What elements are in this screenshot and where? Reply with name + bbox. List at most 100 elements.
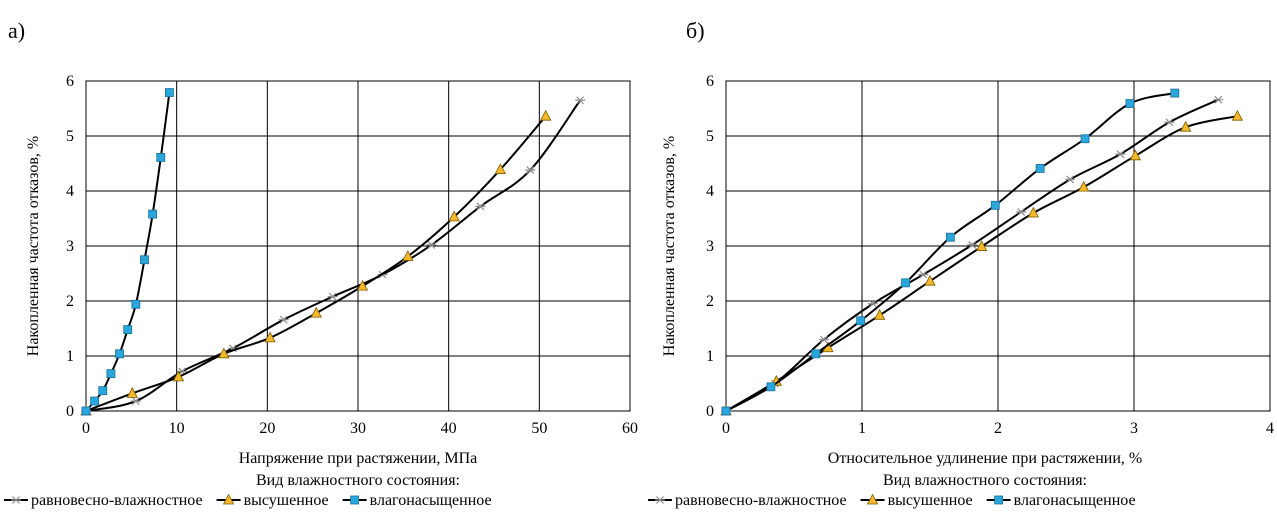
x-tick-label: 4	[1266, 420, 1274, 437]
x-tick-label: 50	[531, 420, 547, 437]
y-tick-label: 4	[706, 183, 714, 200]
x-axis-label: Относительное удлинение при растяжении, …	[828, 450, 1142, 467]
legend-marker-triangle	[866, 493, 879, 505]
data-point-triangle	[874, 308, 886, 320]
chart-panel-b: б) 0 1 2 3 4 0 1 2 3 4 5 6 Накопленная частота отка…	[648, 18, 1274, 509]
data-point-star	[1115, 150, 1126, 159]
series-group	[80, 88, 586, 416]
series-group	[720, 88, 1244, 416]
x-tick-label: 40	[441, 420, 457, 437]
data-point-triangle	[264, 331, 276, 343]
data-point-star	[575, 96, 586, 105]
panel-label-b: б)	[686, 18, 705, 43]
data-point-square	[1080, 134, 1090, 144]
y-axis-label: Накопленная частота отказов, %	[25, 136, 42, 356]
data-point-triangle	[976, 240, 988, 251]
x-tick-label: 20	[259, 420, 275, 437]
legend-entry: равновесно-влажностное	[31, 492, 203, 509]
legend: равновесно-влажностное высушенное влагонас…	[648, 492, 1136, 509]
data-point-square	[901, 278, 910, 288]
data-point-triangle	[402, 250, 414, 261]
data-point-star	[967, 240, 978, 249]
data-point-square	[115, 349, 124, 359]
data-point-square	[90, 396, 100, 406]
data-point-square	[156, 153, 166, 162]
data-point-star	[1164, 118, 1175, 127]
data-point-star	[130, 397, 141, 406]
x-tick-label: 2	[994, 420, 1002, 437]
series-line-triangle	[725, 115, 1238, 412]
x-tick-label: 60	[622, 420, 638, 437]
legend-marker-square	[994, 495, 1004, 505]
data-point-star	[525, 166, 536, 175]
grid-lines	[726, 81, 1270, 411]
legend-marker-star	[655, 496, 665, 504]
y-tick-label: 6	[706, 73, 714, 90]
grid-lines	[86, 81, 630, 411]
data-point-triangle	[924, 274, 936, 286]
data-point-square	[766, 382, 776, 392]
data-point-square	[140, 255, 149, 265]
legend-title: Вид влажностного состояния:	[256, 472, 460, 489]
data-point-square	[946, 232, 955, 242]
y-tick-label: 2	[706, 293, 714, 310]
x-tick-label: 1	[858, 420, 866, 437]
legend-marker-star	[11, 496, 21, 504]
data-point-triangle	[1027, 206, 1040, 218]
legend-entry: влагонасыщенное	[370, 492, 492, 509]
y-tick-label: 5	[66, 128, 74, 145]
data-point-star	[1016, 207, 1027, 216]
data-point-square	[131, 299, 141, 309]
data-point-star	[867, 299, 878, 308]
data-point-triangle	[1180, 120, 1192, 132]
data-point-square	[81, 406, 91, 416]
x-tick-label: 0	[722, 420, 730, 437]
legend-entry: высушенное	[244, 492, 329, 509]
series-line-square	[85, 92, 171, 412]
data-point-star	[426, 240, 437, 249]
data-point-square	[990, 200, 1000, 210]
y-tick-label: 2	[66, 293, 74, 310]
data-point-star	[327, 292, 338, 301]
data-point-square	[123, 325, 133, 335]
chart-panel-a: а) 0 10 20 30 40 50 60 0 1 2 3 4 5 6 Накопленная част…	[4, 18, 638, 509]
data-point-triangle	[172, 370, 185, 382]
data-point-square	[811, 349, 821, 359]
legend-title: Вид влажностного состояния:	[883, 472, 1087, 489]
data-point-triangle	[1231, 109, 1244, 121]
legend: равновесно-влажностное высушенное влагонас…	[4, 492, 492, 509]
y-axis-label: Накопленная частота отказов, %	[661, 136, 678, 356]
data-point-square	[106, 369, 116, 379]
series-line-square	[725, 92, 1176, 412]
data-point-square	[856, 316, 866, 326]
data-point-triangle	[448, 210, 460, 222]
legend-marker-square	[350, 495, 360, 505]
y-tick-label: 4	[66, 183, 74, 200]
y-tick-label: 3	[66, 238, 74, 255]
data-point-square	[1125, 99, 1135, 108]
data-point-square	[165, 88, 174, 97]
data-point-star	[475, 202, 486, 211]
data-point-square	[1035, 164, 1045, 173]
data-point-triangle	[1129, 149, 1142, 161]
y-tick-label: 1	[706, 348, 714, 365]
data-point-triangle	[126, 387, 138, 398]
series-line-triangle	[85, 115, 547, 412]
data-point-triangle	[356, 279, 369, 291]
data-point-star	[1065, 175, 1076, 184]
y-tick-label: 0	[706, 403, 714, 420]
data-point-star	[918, 270, 929, 279]
data-point-triangle	[1078, 180, 1090, 192]
data-point-triangle	[540, 109, 552, 121]
data-point-square	[1170, 88, 1180, 98]
data-point-star	[1213, 95, 1224, 104]
data-point-star	[818, 335, 829, 344]
legend-entry: равновесно-влажностное	[675, 492, 847, 509]
legend-entry: влагонасыщенное	[1014, 492, 1136, 509]
y-tick-label: 6	[66, 73, 74, 90]
data-point-square	[721, 406, 731, 416]
x-tick-label: 0	[82, 420, 90, 437]
x-axis-label: Напряжение при растяжении, МПа	[239, 450, 478, 467]
series-line-star	[85, 99, 581, 412]
y-tick-label: 3	[706, 238, 714, 255]
